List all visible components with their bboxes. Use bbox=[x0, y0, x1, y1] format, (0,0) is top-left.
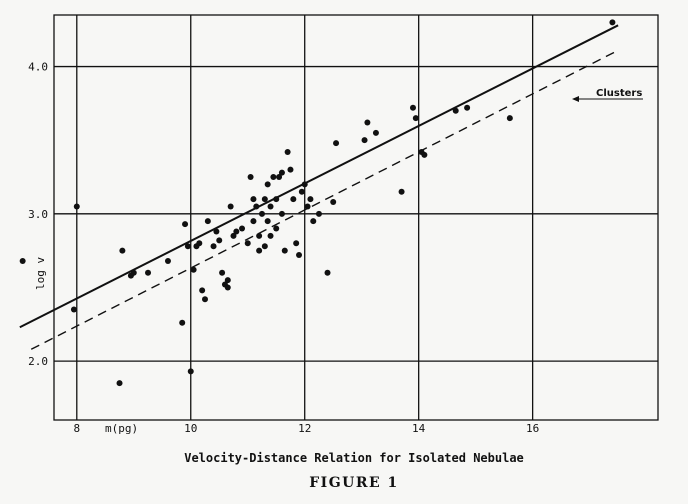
data-point bbox=[202, 296, 208, 303]
data-point bbox=[304, 203, 311, 210]
data-point bbox=[190, 266, 197, 273]
data-point bbox=[452, 107, 459, 114]
data-point bbox=[261, 196, 268, 203]
gridlines bbox=[54, 15, 658, 420]
data-points bbox=[19, 19, 616, 387]
x-tick-label: 14 bbox=[412, 422, 426, 435]
data-point bbox=[119, 247, 126, 254]
regression-lines bbox=[19, 24, 619, 350]
data-point bbox=[273, 225, 280, 232]
data-point bbox=[253, 203, 260, 210]
y-tick-label: 3.0 bbox=[28, 208, 48, 221]
data-point bbox=[264, 181, 271, 188]
x-tick-label: 10 bbox=[184, 422, 197, 435]
data-point bbox=[278, 169, 285, 176]
data-point bbox=[609, 19, 616, 26]
clusters-dashed-line bbox=[30, 49, 619, 350]
data-point bbox=[70, 306, 77, 313]
plot-frame bbox=[53, 14, 659, 421]
clusters-annotation: Clusters bbox=[572, 88, 643, 102]
nebulae-solid-line bbox=[19, 24, 619, 329]
data-point bbox=[310, 218, 317, 225]
data-point bbox=[464, 104, 471, 111]
data-point bbox=[182, 221, 189, 228]
data-point bbox=[145, 269, 152, 276]
data-point bbox=[256, 247, 263, 254]
data-point bbox=[273, 196, 280, 203]
data-point bbox=[196, 240, 203, 247]
y-axis-label: log v bbox=[34, 257, 47, 290]
data-point bbox=[116, 380, 123, 387]
data-point bbox=[281, 247, 288, 254]
x-tick-label: 16 bbox=[526, 422, 539, 435]
data-point bbox=[204, 218, 211, 225]
data-point bbox=[267, 203, 274, 210]
data-point bbox=[250, 218, 257, 225]
data-point bbox=[230, 232, 237, 239]
data-point bbox=[164, 257, 171, 264]
data-point bbox=[256, 232, 263, 239]
data-point bbox=[210, 243, 217, 250]
data-point bbox=[19, 257, 26, 264]
data-point bbox=[421, 151, 428, 158]
data-point bbox=[179, 319, 186, 326]
data-point bbox=[244, 240, 251, 247]
x-tick-label: 12 bbox=[298, 422, 311, 435]
clusters-label: Clusters bbox=[596, 88, 642, 99]
data-point bbox=[298, 188, 305, 195]
x-tick-label: 8 bbox=[73, 422, 80, 435]
x-axis-label: m(pg) bbox=[105, 422, 138, 435]
data-point bbox=[270, 174, 277, 180]
data-point bbox=[224, 277, 231, 284]
data-point bbox=[307, 196, 314, 203]
data-point bbox=[227, 203, 234, 210]
data-point bbox=[330, 199, 337, 206]
data-point bbox=[224, 284, 231, 291]
data-point bbox=[213, 228, 220, 235]
y-tick-label: 4.0 bbox=[28, 61, 48, 74]
data-point bbox=[333, 140, 340, 147]
data-point bbox=[216, 237, 223, 244]
data-point bbox=[290, 196, 297, 203]
data-point bbox=[239, 225, 246, 232]
tick-labels: 8 10 12 14 16 2.0 3.0 4.0 bbox=[28, 61, 539, 435]
data-point bbox=[287, 166, 294, 173]
arrow-head-icon bbox=[572, 96, 579, 102]
data-point bbox=[372, 129, 379, 136]
data-point bbox=[258, 210, 265, 217]
data-point bbox=[187, 368, 194, 375]
chart-title: Velocity-Distance Relation for Isolated … bbox=[184, 451, 524, 465]
data-point bbox=[315, 210, 322, 217]
data-point bbox=[301, 181, 308, 188]
data-point bbox=[361, 137, 368, 144]
data-point bbox=[412, 115, 419, 122]
data-point bbox=[278, 210, 285, 217]
data-point bbox=[73, 203, 80, 210]
data-point bbox=[184, 243, 191, 250]
data-point bbox=[199, 287, 206, 294]
data-point bbox=[233, 228, 240, 235]
data-point bbox=[264, 218, 271, 225]
data-point bbox=[261, 243, 268, 250]
data-point bbox=[250, 196, 257, 203]
data-point bbox=[398, 188, 405, 195]
data-point bbox=[506, 115, 513, 122]
y-tick-label: 2.0 bbox=[28, 355, 48, 368]
data-point bbox=[247, 174, 254, 180]
data-point bbox=[267, 232, 274, 239]
data-point bbox=[130, 269, 137, 276]
figure-caption: FIGURE 1 bbox=[309, 475, 399, 491]
data-point bbox=[219, 269, 226, 276]
data-point bbox=[276, 174, 283, 180]
data-point bbox=[409, 104, 416, 111]
data-point bbox=[293, 240, 300, 247]
data-point bbox=[324, 269, 331, 276]
data-point bbox=[284, 148, 291, 155]
data-point bbox=[364, 119, 371, 126]
data-point bbox=[296, 252, 303, 259]
